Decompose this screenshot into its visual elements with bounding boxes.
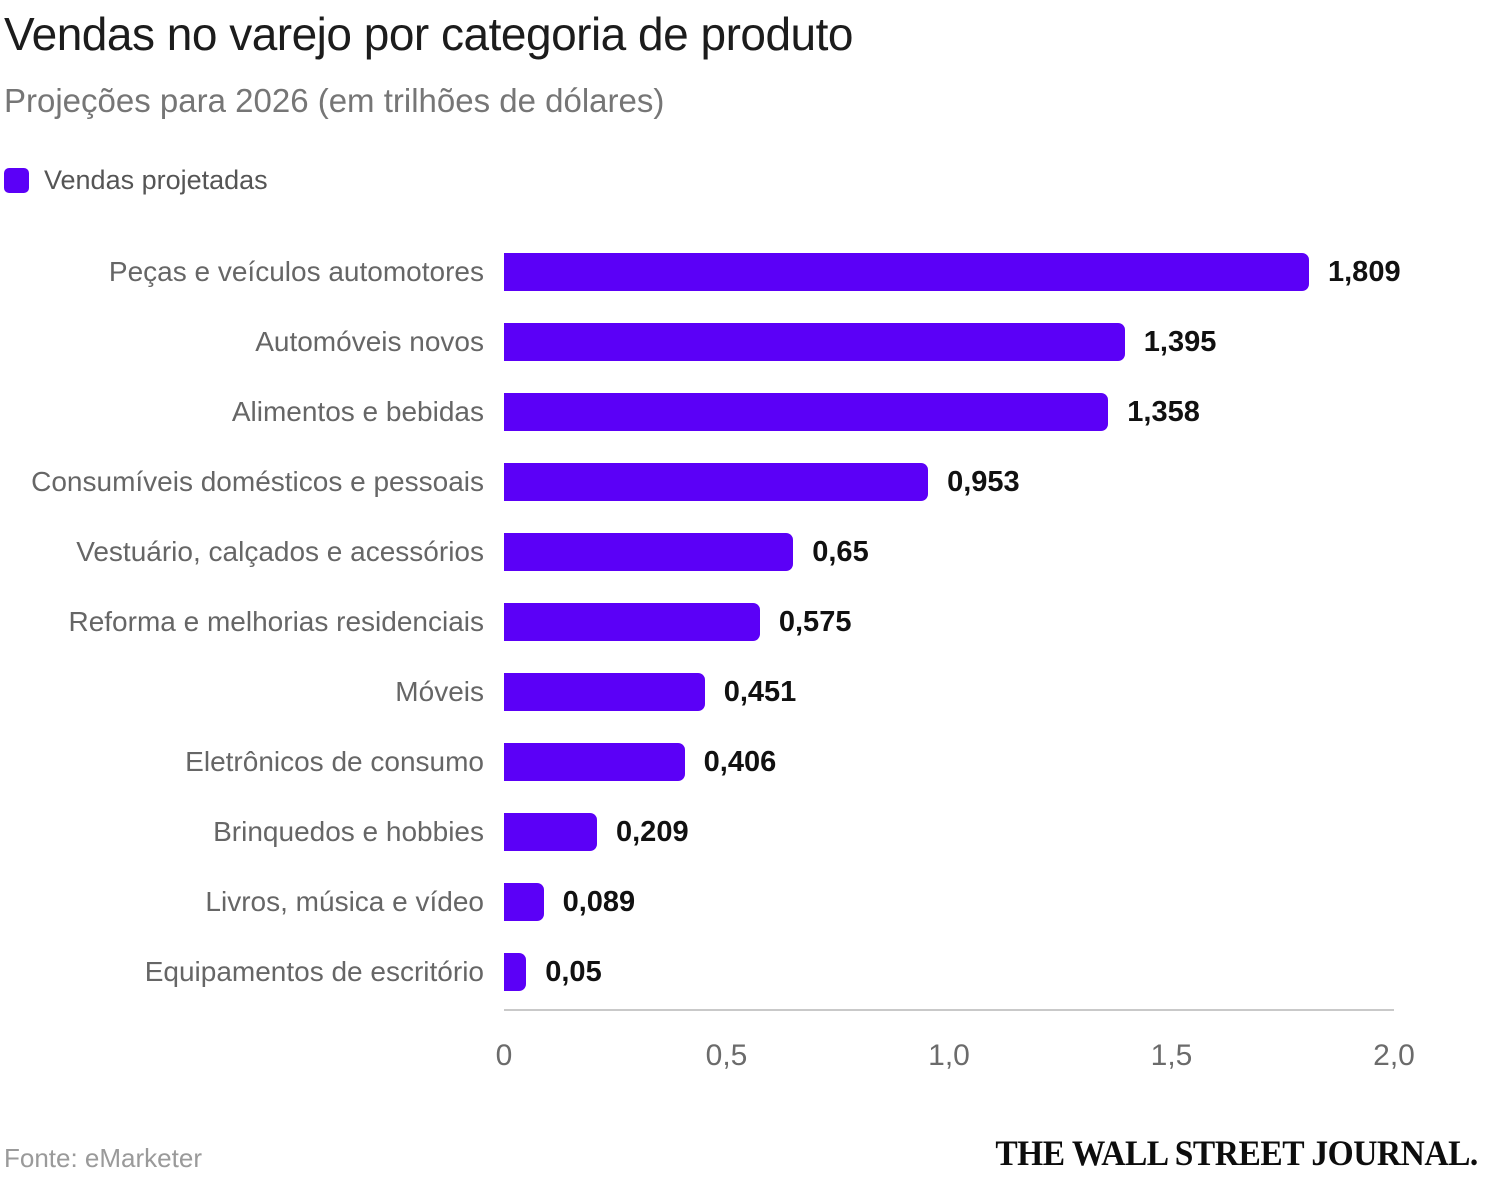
bar-row: Alimentos e bebidas 1,358 (4, 377, 1488, 447)
wsj-logo: THE WALL STREET JOURNAL. (995, 1133, 1478, 1173)
x-axis-tick-label: 1,0 (928, 1039, 970, 1073)
bar-track: 0,05 (504, 953, 1394, 992)
category-label: Equipamentos de escritório (144, 956, 484, 988)
source-credit: Fonte: eMarketer (4, 1143, 202, 1173)
bar (504, 743, 685, 782)
bar-row: Consumíveis domésticos e pessoais 0,953 (4, 447, 1488, 517)
category-label: Automóveis novos (255, 326, 484, 358)
x-axis-tick-label: 0,5 (705, 1039, 748, 1073)
bar-track: 0,089 (504, 883, 1394, 922)
x-axis-tick-label: 0 (495, 1039, 513, 1073)
bar (504, 603, 760, 642)
chart-subtitle: Projeções para 2026 (em trilhões de dóla… (4, 81, 665, 119)
bar-row: Eletrônicos de consumo 0,406 (4, 727, 1488, 797)
bar-track: 0,575 (504, 603, 1394, 642)
value-label: 1,358 (1127, 395, 1200, 428)
value-label: 0,65 (812, 535, 869, 568)
bar-row: Reforma e melhorias residenciais 0,575 (4, 587, 1488, 657)
bar (504, 673, 705, 712)
bar-chart: Peças e veículos automotores 1,809 Automóv… (4, 237, 1488, 1007)
bar-row: Móveis 0,451 (4, 657, 1488, 727)
bar-track: 0,953 (504, 463, 1394, 502)
x-axis-tick-label: 2,0 (1373, 1039, 1415, 1073)
value-label: 0,575 (778, 605, 852, 638)
bar-row: Vestuário, calçados e acessórios 0,65 (4, 517, 1488, 587)
bar-row: Automóveis novos 1,395 (4, 307, 1488, 377)
bar-track: 0,406 (504, 743, 1394, 782)
bar-track: 0,451 (504, 673, 1394, 712)
value-label: 0,451 (723, 675, 797, 708)
bar-row: Livros, música e vídeo 0,089 (4, 867, 1488, 937)
bar (504, 323, 1125, 362)
legend-label: Vendas projetadas (44, 164, 268, 195)
value-label: 1,395 (1143, 325, 1217, 358)
category-label: Móveis (395, 676, 484, 708)
bar-track: 0,65 (504, 533, 1394, 572)
chart-title: Vendas no varejo por categoria de produt… (4, 8, 854, 60)
value-label: 0,953 (947, 465, 1020, 498)
bar-row: Equipamentos de escritório 0,05 (4, 937, 1488, 1007)
category-label: Vestuário, calçados e acessórios (76, 536, 484, 568)
legend: Vendas projetadas (4, 165, 1488, 195)
bar-track: 0,209 (504, 813, 1394, 852)
bar-row: Brinquedos e hobbies 0,209 (4, 797, 1488, 867)
footer: Fonte: eMarketer THE WALL STREET JOURNAL… (4, 1132, 1478, 1174)
bar-row: Peças e veículos automotores 1,809 (4, 237, 1488, 307)
bar (504, 253, 1309, 292)
category-label: Brinquedos e hobbies (213, 816, 484, 848)
value-label: 0,406 (703, 745, 777, 778)
bar-track: 1,395 (504, 323, 1394, 362)
category-label: Peças e veículos automotores (108, 256, 484, 288)
bar (504, 533, 794, 572)
bar (504, 883, 544, 922)
bar (504, 393, 1109, 432)
value-label: 0,089 (562, 885, 636, 918)
value-label: 1,809 (1328, 255, 1401, 288)
value-label: 0,209 (616, 815, 689, 848)
x-axis: 0 0,5 1,0 1,5 2,0 (496, 1009, 1415, 1091)
bar (504, 463, 929, 502)
category-label: Consumíveis domésticos e pessoais (31, 466, 484, 498)
bar (504, 813, 597, 852)
x-axis-tick-label: 1,5 (1150, 1039, 1193, 1073)
value-label: 0,05 (545, 955, 602, 988)
category-label: Livros, música e vídeo (205, 886, 484, 918)
category-label: Eletrônicos de consumo (185, 746, 484, 778)
legend-swatch-icon (4, 167, 29, 193)
bar (504, 953, 527, 992)
bar-track: 1,809 (504, 253, 1401, 292)
bar-track: 1,358 (504, 393, 1394, 432)
category-label: Alimentos e bebidas (231, 396, 484, 428)
category-label: Reforma e melhorias residenciais (68, 606, 484, 638)
